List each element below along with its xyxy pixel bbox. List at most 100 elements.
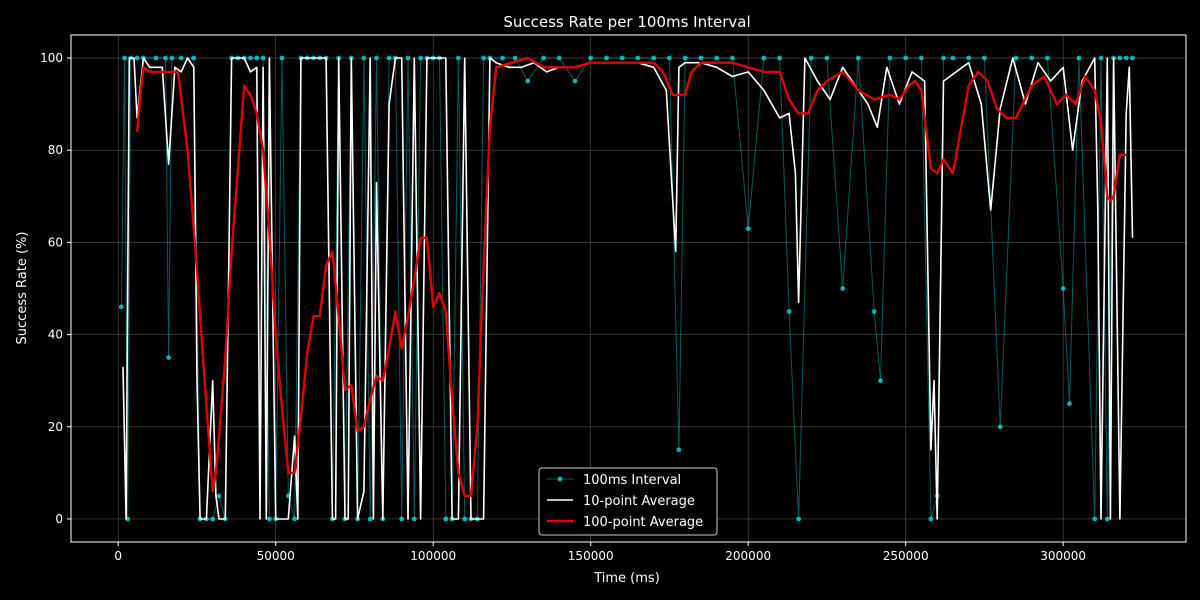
- interval-point: [367, 516, 373, 522]
- interval-point: [418, 55, 423, 61]
- interval-point: [292, 516, 297, 522]
- legend: 100ms Interval 10-point Average 100-poin…: [538, 467, 718, 536]
- interval-point: [361, 55, 367, 61]
- x-tick-label: 50000: [257, 549, 295, 563]
- x-tick-label: 200000: [725, 549, 771, 563]
- interval-point: [604, 55, 609, 61]
- interval-point: [443, 516, 449, 522]
- interval-point: [267, 516, 272, 522]
- interval-point: [456, 55, 461, 61]
- legend-marker-interval: [557, 476, 563, 482]
- legend-label-avg10: 10-point Average: [583, 494, 695, 509]
- y-tick-label: 0: [55, 512, 63, 526]
- interval-point: [119, 304, 124, 310]
- interval-point: [824, 55, 830, 61]
- interval-point: [651, 55, 657, 61]
- interval-point: [462, 516, 468, 522]
- interval-point: [714, 55, 720, 61]
- interval-point: [386, 55, 392, 61]
- interval-point: [997, 424, 1003, 430]
- interval-point: [786, 309, 792, 314]
- interval-point: [1104, 516, 1110, 522]
- interval-point: [730, 55, 735, 61]
- interval-point: [887, 55, 893, 61]
- interval-point: [1060, 286, 1066, 291]
- interval-point: [796, 516, 801, 522]
- axis-ticks: 0 50000 100000 150000 200000 250000 300000 0 20 4…: [40, 51, 1086, 563]
- interval-point: [1045, 55, 1050, 61]
- interval-point: [248, 55, 253, 61]
- interval-point: [676, 447, 682, 453]
- interval-point: [1123, 55, 1129, 61]
- interval-point: [512, 55, 518, 61]
- interval-point: [572, 78, 578, 84]
- plot-frame: [70, 34, 1187, 543]
- interval-point: [122, 55, 127, 61]
- interval-point: [966, 55, 972, 61]
- interval-point: [871, 309, 877, 314]
- interval-point: [1029, 55, 1035, 61]
- interval-point: [178, 55, 184, 61]
- interval-point: [411, 516, 417, 522]
- y-tick-label: 40: [48, 328, 63, 342]
- legend-box: [538, 467, 718, 536]
- series-line-avg10: [122, 57, 1134, 520]
- interval-point: [1117, 55, 1123, 61]
- interval-point: [619, 55, 625, 61]
- interval-point: [500, 55, 505, 61]
- y-tick-label: 20: [48, 420, 63, 434]
- interval-point: [163, 55, 168, 61]
- interval-point: [169, 55, 175, 61]
- interval-point: [216, 493, 222, 499]
- x-tick-label: 100000: [410, 549, 456, 563]
- y-tick-label: 100: [40, 51, 63, 65]
- interval-point: [1130, 55, 1135, 61]
- interval-point: [761, 55, 767, 61]
- interval-point: [481, 55, 486, 61]
- interval-point: [950, 55, 956, 61]
- interval-point: [682, 55, 688, 61]
- interval-point: [667, 55, 672, 61]
- interval-point: [698, 55, 704, 61]
- interval-point: [903, 55, 909, 61]
- interval-point: [260, 55, 266, 61]
- interval-point: [1098, 55, 1104, 61]
- interval-point: [399, 516, 405, 522]
- interval-point: [1092, 516, 1098, 522]
- interval-point: [745, 226, 751, 232]
- interval-point: [840, 286, 846, 291]
- interval-point: [166, 355, 172, 360]
- x-tick-label: 300000: [1040, 549, 1086, 563]
- interval-point: [635, 55, 641, 61]
- interval-point: [1067, 401, 1072, 407]
- x-tick-label: 150000: [568, 549, 614, 563]
- interval-point: [556, 55, 562, 61]
- interval-point: [279, 55, 285, 61]
- interval-point: [808, 55, 814, 61]
- series-layer: [119, 55, 1135, 522]
- interval-point: [405, 55, 411, 61]
- interval-point: [374, 55, 379, 61]
- interval-point: [210, 516, 216, 522]
- interval-point: [254, 55, 260, 61]
- legend-label-avg100: 100-point Average: [583, 515, 703, 530]
- x-axis-label: Time (ms): [593, 571, 660, 586]
- interval-point: [941, 55, 946, 61]
- interval-point: [982, 55, 987, 61]
- interval-point: [1013, 55, 1019, 61]
- x-tick-label: 250000: [883, 549, 929, 563]
- x-tick-label: 0: [114, 549, 122, 563]
- y-tick-label: 80: [48, 143, 63, 157]
- interval-point: [541, 55, 546, 61]
- interval-point: [928, 516, 934, 522]
- interval-point: [878, 378, 883, 384]
- interval-point: [1076, 55, 1082, 61]
- interval-point: [919, 55, 924, 61]
- y-tick-label: 60: [48, 235, 63, 249]
- interval-point: [153, 55, 159, 61]
- series-line-avg100: [135, 56, 1127, 498]
- interval-point: [856, 55, 861, 61]
- y-axis-label: Success Rate (%): [15, 232, 30, 345]
- interval-point: [525, 78, 531, 84]
